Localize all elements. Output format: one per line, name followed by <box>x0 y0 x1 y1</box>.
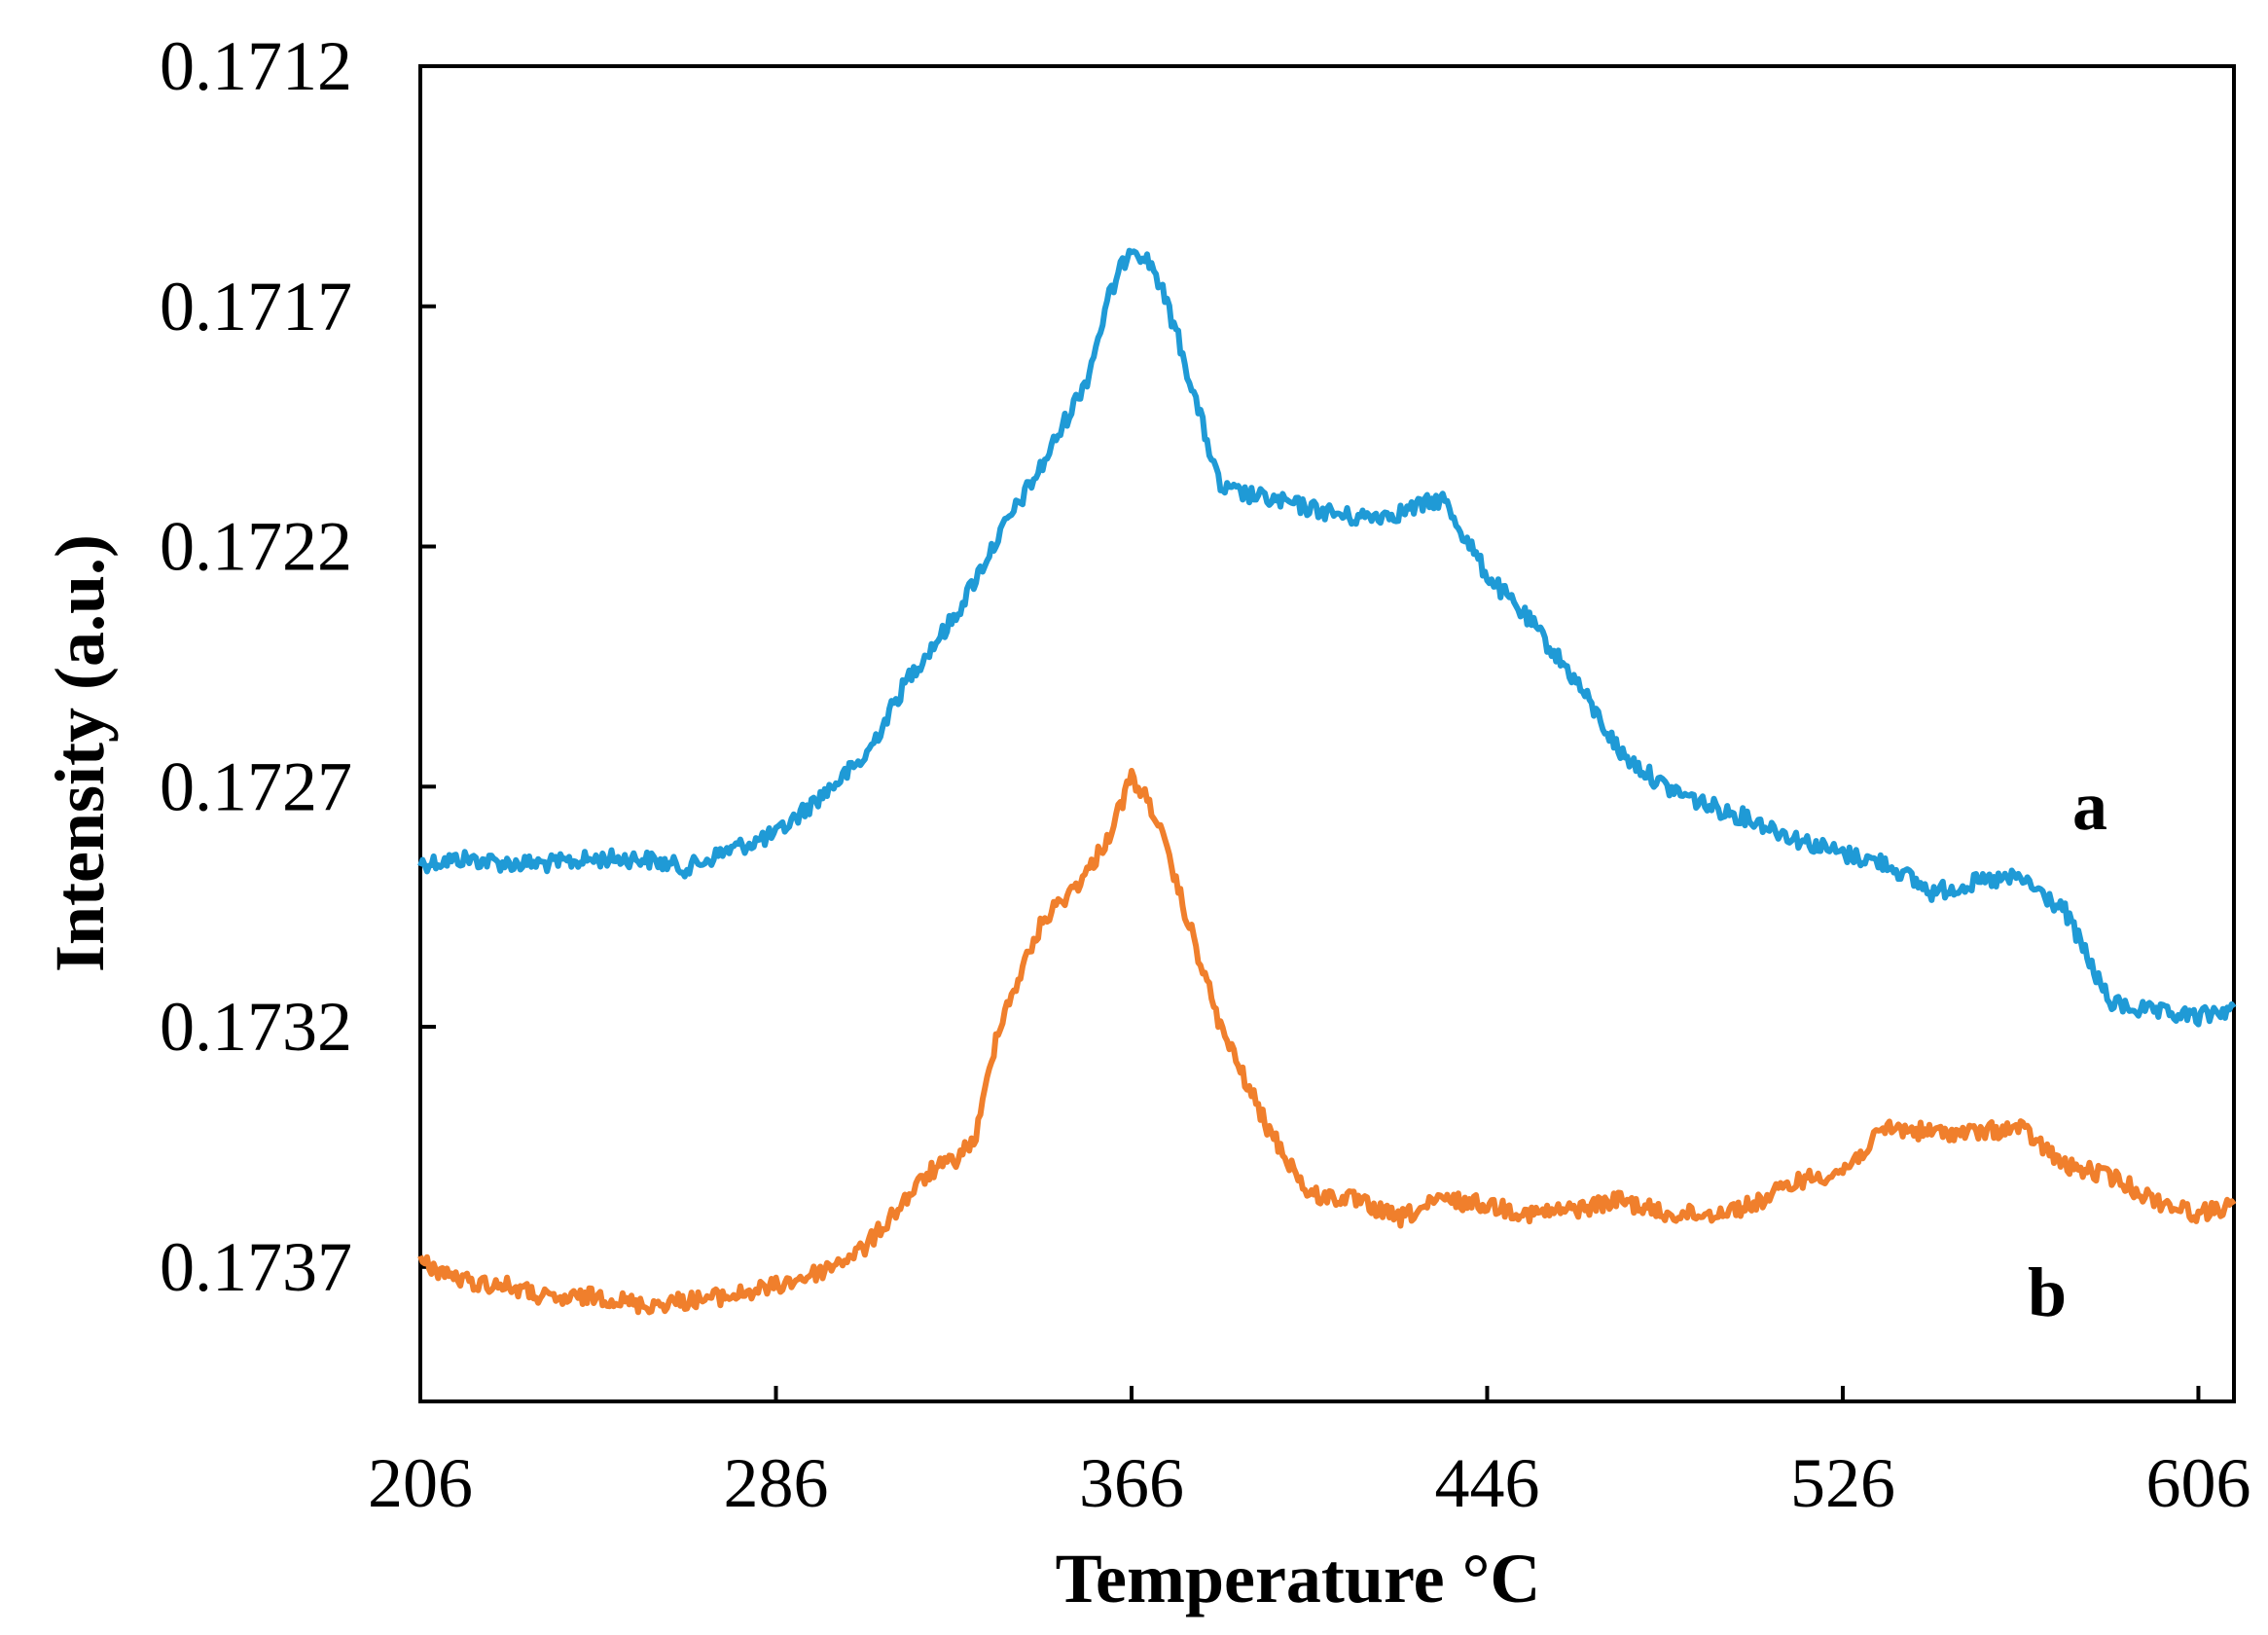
x-tick-label: 366 <box>1079 1444 1184 1522</box>
plot-area-frame <box>418 64 2236 1403</box>
series-line-a <box>417 247 2237 1028</box>
y-tick-label: 0.1712 <box>160 27 352 105</box>
x-axis-title: Temperature °C <box>1056 1540 1541 1617</box>
x-tick-label: 206 <box>368 1444 473 1522</box>
x-tick-label: 526 <box>1790 1444 1895 1522</box>
x-tick-label: 286 <box>723 1444 828 1522</box>
y-tick-label: 0.1722 <box>160 508 352 586</box>
y-axis-title: Intensity (a.u.) <box>41 534 119 972</box>
series-label-a: a <box>2072 767 2107 845</box>
y-tick-label: 0.1737 <box>160 1228 352 1306</box>
series-label-b: b <box>2028 1254 2067 1331</box>
y-tick-label: 0.1727 <box>160 747 352 825</box>
x-tick-label: 446 <box>1434 1444 1539 1522</box>
y-tick-label: 0.1717 <box>160 268 352 345</box>
y-tick-label: 0.1732 <box>160 988 352 1066</box>
x-tick-label: 606 <box>2145 1444 2250 1522</box>
series-line-b <box>417 768 2237 1316</box>
